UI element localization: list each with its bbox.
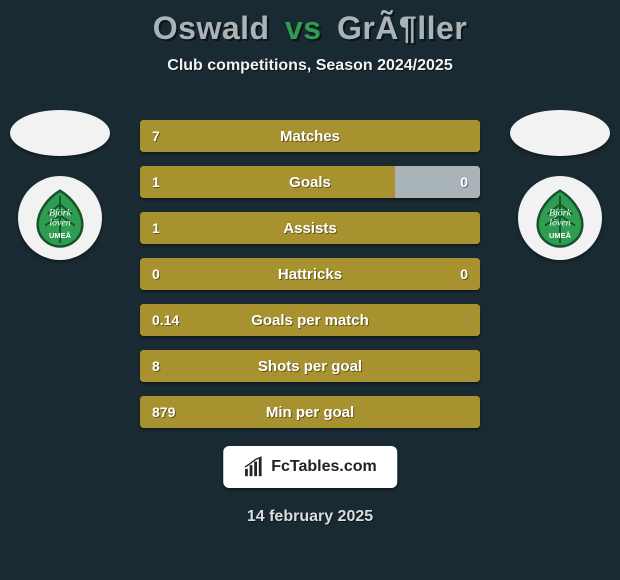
stat-row: Matches7 <box>140 120 480 152</box>
player2-name: GrÃ¶ller <box>337 10 467 46</box>
stat-fill-left <box>140 212 480 244</box>
svg-text:löven: löven <box>549 217 570 228</box>
title-vs: vs <box>279 10 328 46</box>
player2-silhouette <box>510 110 610 156</box>
stat-row: Assists1 <box>140 212 480 244</box>
brand-badge: FcTables.com <box>223 446 397 488</box>
player2-avatar-block: Björk löven UMEÅ <box>510 110 610 260</box>
generated-date: 14 february 2025 <box>0 508 620 526</box>
stat-row: Hattricks00 <box>140 258 480 290</box>
player1-name: Oswald <box>153 10 270 46</box>
page-title: Oswald vs GrÃ¶ller <box>0 0 620 47</box>
svg-text:UMEÅ: UMEÅ <box>549 231 572 240</box>
stat-row: Shots per goal8 <box>140 350 480 382</box>
stat-fill-left <box>140 304 480 336</box>
comparison-card: Oswald vs GrÃ¶ller Club competitions, Se… <box>0 0 620 580</box>
player1-avatar-block: Björk löven UMEÅ <box>10 110 110 260</box>
stat-fill-left <box>140 258 310 290</box>
player1-silhouette <box>10 110 110 156</box>
subtitle: Club competitions, Season 2024/2025 <box>0 57 620 75</box>
stat-fill-left <box>140 396 480 428</box>
club-badge-icon: Björk löven UMEÅ <box>29 187 91 249</box>
stat-fill-right <box>310 258 480 290</box>
stat-fill-left <box>140 350 480 382</box>
stat-fill-right <box>395 166 480 198</box>
chart-icon <box>243 456 265 478</box>
svg-text:UMEÅ: UMEÅ <box>49 231 72 240</box>
player1-club-badge: Björk löven UMEÅ <box>18 176 102 260</box>
club-badge-icon: Björk löven UMEÅ <box>529 187 591 249</box>
player2-club-badge: Björk löven UMEÅ <box>518 176 602 260</box>
stat-fill-left <box>140 166 395 198</box>
stat-row: Goals per match0.14 <box>140 304 480 336</box>
stat-row: Min per goal879 <box>140 396 480 428</box>
stat-row: Goals10 <box>140 166 480 198</box>
svg-text:löven: löven <box>49 217 70 228</box>
stats-block: Matches7 Goals10 Assists1 Hattricks00 Goals … <box>140 120 480 442</box>
brand-text: FcTables.com <box>271 458 377 476</box>
stat-fill-left <box>140 120 480 152</box>
